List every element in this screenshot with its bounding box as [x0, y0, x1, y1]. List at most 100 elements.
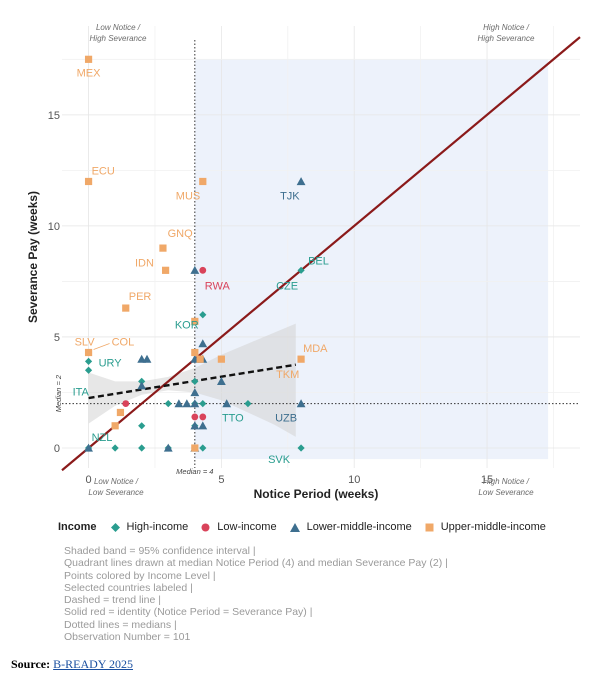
triangle-point — [182, 399, 192, 408]
triangle-point — [222, 399, 232, 408]
quadrant-label-line: High Severance — [478, 34, 535, 43]
legend-item-high-income: High-income — [110, 521, 189, 533]
square-point — [84, 177, 93, 186]
diamond-point — [199, 399, 207, 408]
country-label: CZE — [276, 280, 298, 292]
identity-line-path — [61, 36, 581, 472]
square-point — [199, 177, 207, 186]
diamond-point — [111, 444, 119, 452]
identity-line — [61, 36, 581, 472]
median-x-label: Median = 4 — [176, 467, 213, 476]
y-tick-label: 5 — [54, 332, 60, 344]
scatter-chart: MEX ECU MUS TJK GNQ IDN RWA BEL CZE PER KOR SLV COL M… — [26, 23, 581, 501]
country-label: UZB — [275, 413, 297, 425]
chart-notes: Shaded band = 95% confidence interval | … — [64, 545, 448, 643]
country-label: MDA — [303, 343, 328, 355]
country-label: SLV — [75, 337, 96, 349]
x-axis-title: Notice Period (weeks) — [254, 487, 379, 501]
y-tick-label: 0 — [54, 443, 60, 455]
triangle-point — [198, 421, 208, 430]
country-label: URY — [99, 357, 123, 369]
median-y-label: Median = 2 — [54, 374, 63, 412]
legend-label: Lower-middle-income — [306, 521, 412, 533]
diamond-point — [138, 444, 146, 452]
country-label: COL — [112, 337, 135, 349]
data-points — [84, 55, 306, 452]
median-lines — [62, 40, 580, 468]
square-point — [84, 348, 93, 357]
triangle-marker-icon — [289, 522, 300, 532]
country-label: TTO — [222, 413, 244, 425]
legend-item-upper-middle-income: Upper-middle-income — [425, 521, 546, 533]
country-label: IDN — [135, 257, 154, 269]
quadrant-label-line: Low Severance — [478, 488, 534, 497]
triangle-point — [163, 443, 173, 452]
note-line: Quadrant lines drawn at median Notice Pe… — [64, 557, 448, 570]
diamond-point — [138, 422, 146, 430]
quadrant-label-line: Low Notice / — [96, 23, 141, 32]
triangle-point — [174, 399, 184, 408]
quadrant-label-line: High Notice / — [483, 477, 530, 486]
square-point — [196, 355, 204, 363]
triangle-point — [84, 443, 93, 452]
circle-point — [122, 400, 130, 407]
triangle-point — [190, 399, 200, 408]
triangle-point — [190, 421, 200, 430]
diamond-point — [138, 377, 146, 385]
legend-item-low-income: Low-income — [201, 521, 277, 533]
x-tick-label: 0 — [86, 474, 92, 486]
square-point — [84, 55, 93, 63]
y-tick-label: 15 — [48, 110, 60, 122]
y-tick-label: 10 — [48, 221, 60, 233]
country-label: ECU — [92, 165, 115, 177]
square-point — [217, 355, 225, 363]
country-label: ITA — [73, 386, 90, 398]
note-line: Solid red = identity (Notice Period = Se… — [64, 606, 313, 619]
note-line: Shaded band = 95% confidence interval | — [64, 545, 256, 557]
note-line: Observation Number = 101 — [64, 631, 191, 644]
diamond-point — [164, 399, 172, 408]
quadrant-label-line: High Notice / — [483, 23, 530, 32]
diamond-marker-icon — [110, 522, 120, 532]
triangle-point — [296, 399, 306, 408]
legend-label: Low-income — [217, 521, 277, 533]
square-point — [116, 408, 125, 417]
quadrant-label-line: Low Severance — [88, 488, 144, 497]
triangle-point — [137, 381, 147, 390]
label-connector — [93, 343, 110, 350]
diamond-point — [84, 366, 93, 374]
circle-marker-icon — [201, 523, 210, 531]
square-marker-icon — [425, 523, 434, 531]
triangle-point — [142, 354, 152, 363]
diamond-point — [191, 377, 199, 385]
circle-point — [199, 266, 207, 274]
country-label: NZL — [92, 432, 113, 444]
circle-point — [199, 413, 207, 421]
gridlines — [62, 26, 580, 468]
legend: Income High-income Low-income Lower-midd… — [58, 519, 559, 535]
square-point — [191, 348, 199, 357]
x-tick-label: 10 — [348, 474, 360, 486]
country-label: SVK — [268, 454, 291, 466]
square-point — [191, 444, 199, 452]
triangle-point — [190, 265, 200, 274]
diamond-point — [244, 399, 252, 408]
y-axis-title: Severance Pay (weeks) — [26, 191, 40, 323]
note-line: Selected countries labeled | — [64, 581, 193, 594]
square-point — [159, 244, 167, 252]
legend-item-lower-middle-income: Lower-middle-income — [289, 521, 412, 533]
country-label: TKM — [276, 369, 299, 381]
legend-label: High-income — [126, 521, 189, 533]
note-line: Dashed = trend line | — [64, 594, 161, 607]
diamond-point — [199, 444, 207, 452]
circle-point — [191, 413, 199, 421]
legend-title: Income — [58, 521, 97, 533]
triangle-point — [216, 376, 226, 385]
country-labels: MEX ECU MUS TJK GNQ IDN RWA BEL CZE PER KOR SLV COL M… — [73, 67, 329, 466]
source-link[interactable]: B-READY 2025 — [53, 657, 133, 671]
country-label: MEX — [77, 67, 102, 79]
diamond-point — [199, 311, 207, 319]
source-label: Source: — [11, 657, 51, 671]
square-point — [297, 355, 305, 363]
square-point — [162, 266, 170, 274]
